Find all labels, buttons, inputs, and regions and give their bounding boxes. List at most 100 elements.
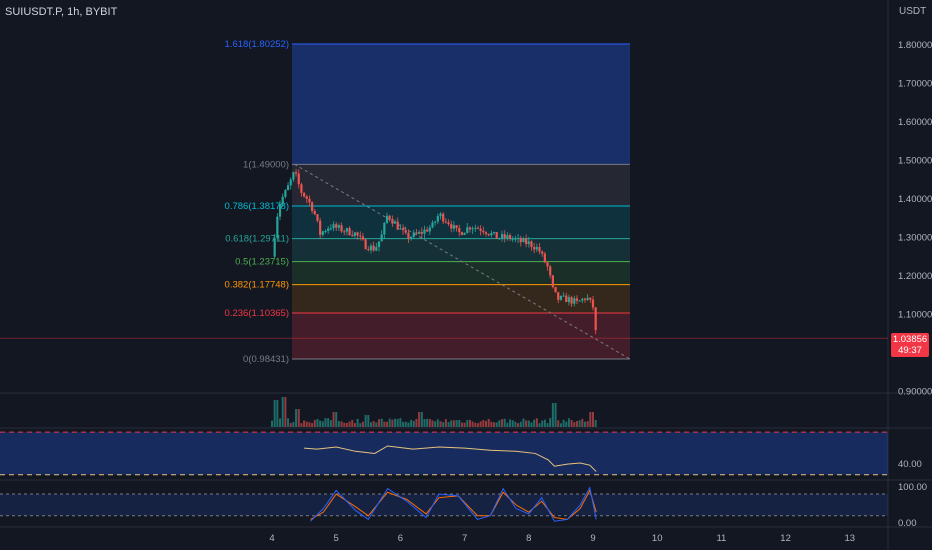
volume-bar	[279, 418, 282, 427]
candle-body	[546, 262, 549, 267]
volume-bar	[509, 419, 512, 427]
volume-bar	[431, 420, 434, 427]
current-price-tag: 1.03856 49:37	[891, 333, 929, 357]
volume-bar	[434, 421, 437, 427]
fib-label-1.618: 1.618(1.80252)	[225, 39, 289, 50]
volume-bar	[289, 423, 292, 427]
candle-body	[353, 232, 357, 236]
candle-body	[573, 298, 576, 304]
candle-body	[410, 236, 413, 239]
candle-body	[570, 297, 573, 304]
candle-body	[367, 249, 370, 251]
symbol-title[interactable]: SUIUSDT.P, 1h, BYBIT	[5, 6, 118, 18]
candle-body	[345, 228, 348, 232]
fib-trend-line	[294, 163, 631, 360]
candle-body	[519, 237, 522, 243]
stoch-tick: 0.00	[898, 518, 917, 529]
candle-body	[340, 225, 343, 232]
candle-body	[476, 227, 480, 229]
fib-zone-1.618	[292, 44, 630, 165]
candle-body	[380, 234, 383, 242]
candle-body	[468, 227, 472, 230]
volume-bar	[351, 419, 354, 427]
volume-bar	[428, 419, 431, 427]
candle-body	[327, 228, 330, 232]
candle-body	[436, 216, 439, 222]
volume-bar	[519, 421, 522, 427]
volume-bar	[559, 423, 562, 427]
candle-body	[444, 221, 447, 223]
candle-body	[321, 231, 324, 235]
candle-body	[439, 213, 442, 217]
candle-body	[393, 221, 397, 224]
volume-bar	[353, 423, 356, 427]
volume-bar	[527, 420, 530, 427]
volume-bar	[418, 412, 421, 427]
candle-body	[551, 275, 554, 288]
volume-bar	[551, 403, 554, 427]
volume-bar	[575, 421, 578, 427]
volume-bar	[319, 420, 322, 427]
volume-bar	[565, 421, 568, 427]
volume-bar	[463, 422, 466, 427]
candle-body	[278, 204, 282, 217]
candle-body	[458, 228, 461, 233]
candle-body	[292, 172, 295, 180]
volume-bar	[305, 421, 308, 427]
volume-bar	[573, 422, 576, 427]
volume-bar	[501, 419, 504, 427]
volume-bar	[292, 421, 295, 427]
volume-bar	[316, 419, 319, 427]
volume-bar	[506, 422, 509, 427]
candle-body	[311, 202, 314, 212]
candle-body	[337, 225, 340, 228]
stoch-k-line	[310, 486, 597, 522]
candle-body	[525, 238, 528, 244]
price-tick: 1.30000	[898, 232, 932, 243]
volume-bar	[578, 420, 581, 427]
candle-body	[581, 298, 584, 301]
fib-label-1: 1(1.49000)	[243, 159, 289, 170]
volume-bar	[343, 422, 346, 427]
candle-body	[329, 228, 332, 230]
candle-body	[324, 231, 327, 233]
volume-bar	[554, 403, 557, 427]
candle-body	[517, 237, 520, 239]
candle-body	[359, 235, 362, 237]
volume-bar	[394, 418, 397, 427]
candle-body	[385, 215, 389, 223]
price-tick: 1.10000	[898, 309, 932, 320]
volume-bar	[364, 415, 367, 427]
candle-body	[541, 251, 544, 254]
volume-bar	[439, 421, 442, 427]
candle-body	[364, 239, 367, 250]
fib-label-0.236: 0.236(1.10365)	[225, 308, 289, 319]
candle-body	[426, 229, 429, 232]
volume-bar	[589, 412, 592, 427]
volume-bar	[348, 421, 351, 427]
volume-bar	[479, 421, 482, 427]
volume-bar	[380, 418, 383, 427]
candle-body	[514, 238, 517, 240]
candle-body	[460, 232, 464, 235]
volume-bar	[511, 420, 514, 427]
volume-bar	[549, 418, 552, 427]
candle-body	[281, 196, 284, 205]
volume-bar	[297, 409, 300, 427]
candle-body	[420, 232, 423, 234]
volume-bar	[538, 423, 541, 427]
time-tick: 11	[716, 533, 726, 544]
candle-body	[372, 245, 375, 251]
candle-body	[508, 235, 512, 239]
candle-body	[591, 299, 595, 308]
fib-zone-0.618	[292, 238, 630, 262]
candle-body	[535, 247, 538, 250]
volume-bar	[474, 422, 477, 427]
candle-body	[356, 232, 359, 236]
candle-body	[500, 234, 504, 239]
volume-bar	[567, 418, 570, 427]
volume-bar	[498, 420, 501, 427]
volume-bar	[311, 423, 314, 427]
candle-body	[589, 297, 592, 300]
